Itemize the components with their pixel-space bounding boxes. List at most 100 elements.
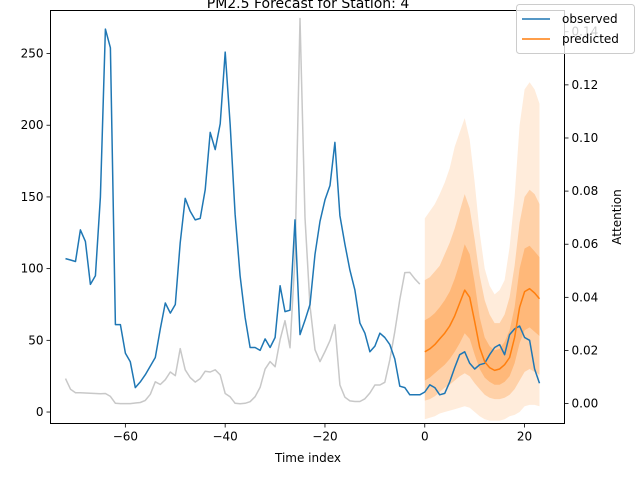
point-predicted (439, 338, 441, 340)
point-observed (80, 229, 82, 231)
point-observed (354, 289, 356, 291)
point-attention (184, 369, 186, 371)
x-axis-label: Time index (274, 451, 341, 465)
point-observed (474, 368, 476, 370)
point-observed (110, 47, 112, 49)
point-observed (65, 258, 67, 260)
point-attention (389, 359, 391, 361)
x-axis: −60 −40 −20 0 20 (113, 423, 532, 444)
point-observed (494, 347, 496, 349)
point-observed (394, 358, 396, 360)
point-attention (229, 396, 231, 398)
point-attention (204, 370, 206, 372)
point-attention (169, 371, 171, 373)
point-predicted (524, 291, 526, 293)
legend-box (516, 4, 635, 54)
y-tick-label-left: 100 (21, 262, 44, 276)
point-observed (184, 198, 186, 200)
point-observed (75, 261, 77, 263)
point-predicted (504, 364, 506, 366)
point-predicted (449, 325, 451, 327)
point-observed (389, 344, 391, 346)
point-observed (115, 324, 117, 326)
point-attention (354, 401, 356, 403)
point-attention (154, 381, 156, 383)
point-observed (509, 334, 511, 336)
point-observed (289, 309, 291, 311)
prediction-band-1 (424, 189, 540, 401)
point-observed (299, 334, 301, 336)
point-observed (424, 391, 426, 393)
chart-title: PM2.5 Forecast for Station: 4 (207, 0, 410, 12)
y-tick-label-right: 0.02 (572, 343, 599, 357)
point-predicted (489, 367, 491, 369)
legend: observed predicted (516, 4, 635, 54)
point-observed (120, 324, 122, 326)
point-attention (214, 369, 216, 371)
point-predicted (484, 361, 486, 363)
point-observed (90, 284, 92, 286)
point-predicted (499, 368, 501, 370)
point-observed (324, 199, 326, 201)
point-observed (95, 275, 97, 277)
line-observed (65, 28, 541, 396)
point-observed (209, 132, 211, 134)
point-observed (314, 253, 316, 255)
point-observed (539, 382, 541, 384)
x-tick-label: −40 (212, 430, 237, 444)
legend-label-observed: observed (562, 12, 618, 26)
point-attention (95, 393, 97, 395)
point-observed (174, 304, 176, 306)
point-attention (194, 381, 196, 383)
point-predicted (469, 296, 471, 298)
point-attention (294, 257, 296, 259)
point-observed (239, 275, 241, 277)
point-attention (334, 324, 336, 326)
x-tick-label: −60 (113, 430, 138, 444)
point-observed (129, 361, 131, 363)
point-observed (159, 328, 161, 330)
point-attention (239, 403, 241, 405)
point-attention (284, 320, 286, 322)
point-observed (434, 387, 436, 389)
point-observed (164, 302, 166, 304)
point-attention (115, 402, 117, 404)
point-predicted (474, 321, 476, 323)
point-observed (534, 368, 536, 370)
point-predicted (424, 351, 426, 353)
point-observed (144, 374, 146, 376)
point-observed (499, 344, 501, 346)
line-attention (64, 17, 421, 405)
point-attention (274, 366, 276, 368)
point-observed (189, 210, 191, 212)
point-observed (404, 387, 406, 389)
point-observed (169, 312, 171, 314)
point-observed (479, 364, 481, 366)
point-predicted (519, 306, 521, 308)
point-attention (329, 340, 331, 342)
point-attention (404, 272, 406, 274)
point-attention (269, 361, 271, 363)
point-observed (179, 242, 181, 244)
point-observed (369, 351, 371, 353)
point-observed (449, 381, 451, 383)
point-observed (224, 51, 226, 53)
point-observed (374, 345, 376, 347)
point-attention (139, 402, 141, 404)
point-attention (369, 392, 371, 394)
point-attention (344, 396, 346, 398)
point-observed (309, 304, 311, 306)
point-attention (129, 403, 131, 405)
point-attention (219, 374, 221, 376)
point-attention (384, 381, 386, 383)
point-attention (299, 18, 301, 20)
point-attention (110, 396, 112, 398)
point-attention (264, 368, 266, 370)
point-predicted (459, 302, 461, 304)
y-tick-label-left: 150 (21, 190, 44, 204)
point-observed (364, 332, 366, 334)
point-attention (120, 403, 122, 405)
point-attention (199, 378, 201, 380)
point-observed (344, 243, 346, 245)
point-attention (324, 351, 326, 353)
